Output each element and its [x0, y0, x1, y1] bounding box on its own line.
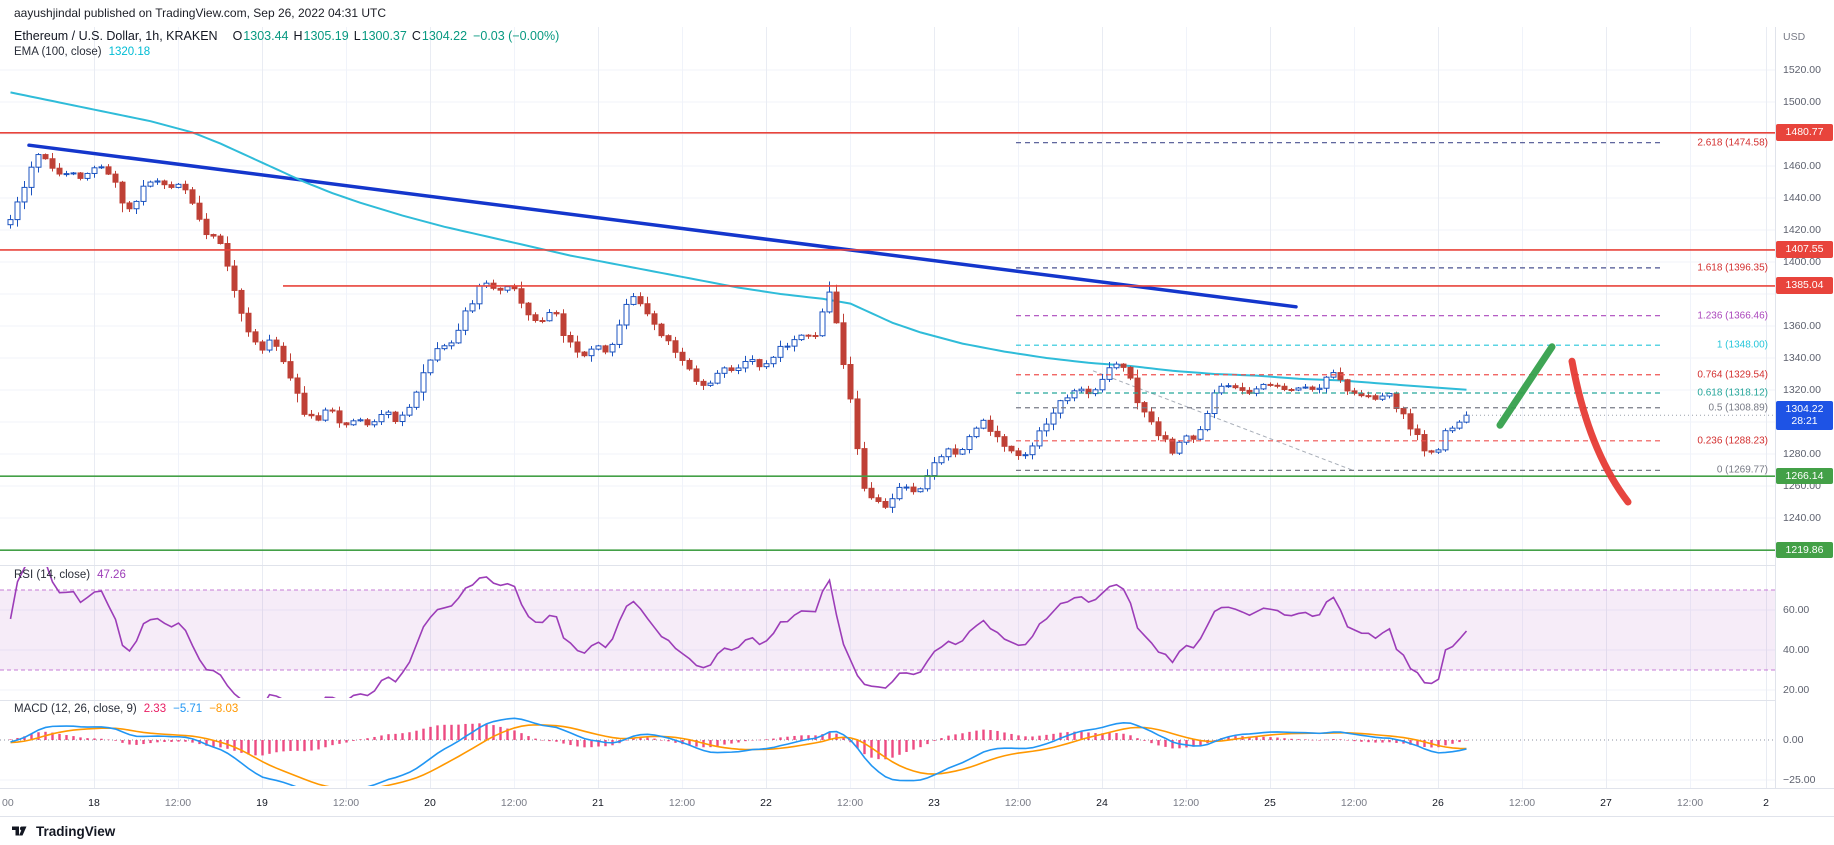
time-axis-label: 27	[1600, 796, 1612, 809]
price-tick-label: 1520.00	[1783, 64, 1821, 76]
price-tick-label: 0.00	[1783, 734, 1804, 746]
macd-legend: MACD (12, 26, close, 9) 2.33 −5.71 −8.03	[14, 703, 238, 715]
time-axis[interactable]: 00 18 12:00 19 12:00 20 12:00 21 12:00 22 12:00 23 1…	[0, 789, 1834, 816]
price-tick-label: 20.00	[1783, 684, 1810, 696]
price-level-badge: 1407.55	[1776, 241, 1833, 258]
time-axis-label: 12:00	[1340, 796, 1368, 809]
time-axis-label: 12:00	[1676, 796, 1704, 809]
time-axis-label: 25	[1264, 796, 1276, 809]
price-level-badge: 1219.86	[1776, 541, 1833, 559]
price-tick-label: 1500.00	[1783, 96, 1821, 108]
price-tick-label: 1280.00	[1783, 448, 1821, 460]
footer-bar: TradingView	[0, 817, 1834, 845]
publisher-text: aayushjindal published on TradingView.co…	[14, 6, 387, 20]
price-tick-label: 1240.00	[1783, 512, 1821, 524]
ohlc-field-label: L	[353, 29, 361, 43]
macd-value: 2.33	[143, 703, 167, 715]
ohlc-field-value: 1300.37	[361, 29, 407, 43]
time-axis-label: 12:00	[332, 796, 360, 809]
tradingview-logo[interactable]: TradingView	[12, 824, 115, 839]
ema-value: 1320.18	[108, 46, 151, 58]
macd-label: MACD (12, 26, close, 9)	[14, 703, 137, 715]
time-axis-label: 20	[424, 796, 436, 809]
ema-legend: EMA (100, close) 1320.18	[14, 46, 150, 58]
price-tick-label: 1320.00	[1783, 384, 1821, 396]
price-tick-label: 1360.00	[1783, 320, 1821, 332]
ohlc-field-label: O	[232, 29, 243, 43]
time-axis-label: 12:00	[668, 796, 696, 809]
time-axis-label: 24	[1096, 796, 1108, 809]
time-axis-label: 2	[1763, 796, 1769, 809]
ohlc-values: O1303.44 H1305.19 L1300.37 C1304.22	[228, 29, 468, 43]
price-tick-label: 60.00	[1783, 604, 1810, 616]
rsi-legend: RSI (14, close) 47.26	[14, 569, 126, 581]
time-axis-label: 12:00	[1508, 796, 1536, 809]
macd-value: −8.03	[209, 703, 239, 715]
logo-text: TradingView	[36, 823, 116, 839]
rsi-value: 47.26	[97, 569, 126, 581]
time-axis-label: 00	[2, 796, 14, 809]
ohlc-field-value: 1305.19	[303, 29, 349, 43]
symbol-title: Ethereum / U.S. Dollar, 1h, KRAKEN	[14, 29, 218, 43]
macd-values: 2.33 −5.71 −8.03	[137, 703, 239, 715]
macd-value: −5.71	[173, 703, 203, 715]
price-level-badge: 1385.04	[1776, 277, 1833, 294]
publisher-bar: aayushjindal published on TradingView.co…	[0, 0, 1834, 26]
time-axis-label: 22	[760, 796, 772, 809]
time-axis-label: 19	[256, 796, 268, 809]
time-axis-label: 18	[88, 796, 100, 809]
time-axis-label: 12:00	[1172, 796, 1200, 809]
change-value: −0.03 (−0.00%)	[473, 29, 560, 43]
price-level-badge: 1266.14	[1776, 467, 1833, 485]
price-tick-label: 1400.00	[1783, 256, 1821, 268]
time-axis-label: 12:00	[500, 796, 528, 809]
price-tick-label: −25.00	[1783, 774, 1816, 786]
price-tick-label: 1440.00	[1783, 192, 1821, 204]
ohlc-field-label: C	[411, 29, 421, 43]
time-axis-label: 23	[928, 796, 940, 809]
time-axis-label: 12:00	[1004, 796, 1032, 809]
price-tick-label: 1460.00	[1783, 160, 1821, 172]
axis-currency-label: USD	[1783, 31, 1806, 43]
symbol-header: Ethereum / U.S. Dollar, 1h, KRAKEN O1303.…	[14, 29, 559, 43]
ema-label: EMA (100, close)	[14, 46, 102, 58]
time-axis-label: 21	[592, 796, 604, 809]
tradingview-logo-icon	[12, 826, 27, 835]
ohlc-field-label: H	[293, 29, 303, 43]
price-level-badge: 1480.77	[1776, 124, 1833, 141]
time-axis-label: 12:00	[164, 796, 192, 809]
time-axis-label: 26	[1432, 796, 1444, 809]
price-tick-label: 1420.00	[1783, 224, 1821, 236]
rsi-label: RSI (14, close)	[14, 569, 91, 581]
price-axis[interactable]: USD 1520.00 1500.00 1460.00 1440.00 1420.00 14…	[1776, 26, 1834, 788]
ohlc-field-value: 1303.44	[243, 29, 289, 43]
price-tick-label: 40.00	[1783, 644, 1810, 656]
price-tick-label: 1340.00	[1783, 352, 1821, 364]
time-axis-label: 12:00	[836, 796, 864, 809]
ohlc-field-value: 1304.22	[421, 29, 468, 43]
price-level-badge: 1304.22 28:21	[1776, 400, 1833, 430]
